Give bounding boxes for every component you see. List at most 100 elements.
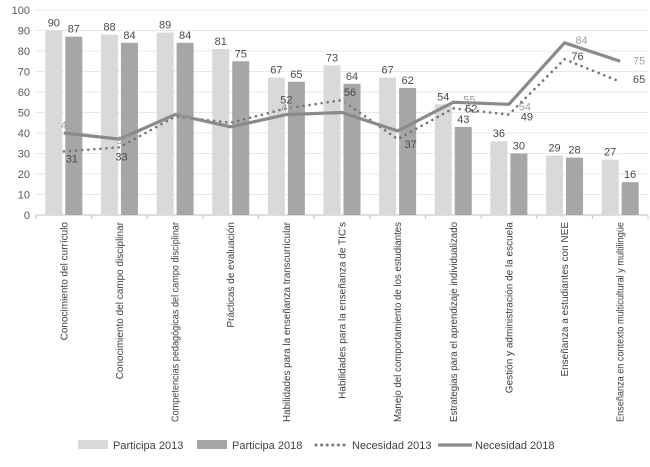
line-value-label: 52: [465, 103, 477, 115]
bar: [379, 77, 397, 216]
bar: [267, 77, 285, 216]
line-value-label: 49: [281, 103, 293, 115]
line-value-label: 84: [575, 35, 587, 47]
bar-value-label: 73: [326, 52, 338, 64]
legend-item: Participa 2018: [197, 440, 302, 452]
bar-value-label: 16: [624, 169, 636, 181]
bar: [212, 48, 230, 216]
line-value-label: 41: [405, 126, 417, 138]
legend-swatch-dot: [336, 443, 340, 447]
line-value-label: 49: [521, 112, 533, 124]
y-tick-label: 90: [18, 26, 30, 38]
category-label: Conocimiento del campo disciplinar: [115, 221, 126, 379]
bar: [100, 34, 118, 215]
y-tick-label: 100: [12, 5, 30, 17]
bar-value-label: 62: [402, 75, 414, 87]
bar: [232, 61, 250, 215]
legend-swatch-dot: [342, 443, 346, 447]
bar-value-label: 90: [48, 18, 60, 30]
line-value-label: 43: [235, 126, 247, 138]
category-label: Enseñanza en contexto multicultural y mu…: [616, 222, 627, 422]
bar-value-label: 65: [290, 69, 302, 81]
legend-label: Necesidad 2013: [352, 440, 432, 452]
category-label: Habilidades para la enseñanza de TIC's: [338, 222, 349, 399]
category-label: Prácticas de evaluación: [226, 222, 237, 328]
bar: [546, 155, 564, 215]
line-value-label: 55: [463, 94, 475, 106]
line-value-label: 65: [633, 74, 645, 86]
bar-value-label: 84: [179, 30, 191, 42]
y-tick-label: 70: [18, 67, 30, 79]
legend-swatch: [78, 440, 108, 449]
y-tick-label: 80: [18, 46, 30, 58]
bar-value-label: 75: [235, 48, 247, 60]
y-tick-label: 20: [18, 169, 30, 181]
legend-swatch-dot: [314, 443, 318, 447]
bar-value-label: 54: [437, 91, 449, 103]
category-label: Habilidades para la enseñanza transcurri…: [282, 221, 293, 422]
bar: [120, 42, 138, 215]
category-label: Competencias pedagógicas del campo disci…: [171, 221, 182, 422]
line-necesidad-2018: [63, 41, 621, 141]
y-tick-label: 30: [18, 149, 30, 161]
line-value-label: 37: [116, 135, 128, 147]
bar-value-label: 88: [103, 22, 115, 34]
bar: [566, 157, 584, 215]
line-value-label: 75: [633, 55, 645, 67]
bar: [156, 32, 174, 215]
legend-label: Participa 2018: [232, 440, 302, 452]
legend-swatch-dot: [325, 443, 329, 447]
legend-item: Participa 2013: [78, 440, 183, 452]
y-tick-label: 0: [24, 210, 30, 222]
legend-item: Necesidad 2013: [314, 440, 432, 452]
bar: [176, 42, 194, 215]
category-label: Enseñanza a estudiantes con NEE: [560, 222, 571, 377]
bar-value-label: 28: [568, 145, 580, 157]
bar-value-label: 67: [270, 65, 282, 77]
bar-value-label: 89: [159, 20, 171, 32]
legend-label: Participa 2013: [113, 440, 183, 452]
y-tick-label: 50: [18, 108, 30, 120]
line-value-label: 37: [405, 139, 417, 151]
line-value-label: 31: [66, 153, 78, 165]
bar-value-label: 29: [548, 143, 560, 155]
y-tick-label: 60: [18, 87, 30, 99]
legend-swatch-dot: [331, 443, 335, 447]
y-tick-label: 40: [18, 128, 30, 140]
bar: [399, 87, 417, 215]
category-label: Gestión y administración de la escuela: [504, 222, 515, 394]
bar-value-label: 84: [123, 30, 135, 42]
bar: [510, 153, 528, 215]
category-label: Estrategias para el aprendizaje individu…: [449, 222, 460, 422]
bar-value-label: 43: [457, 114, 469, 126]
line-value-label: 40: [61, 120, 73, 132]
y-tick-label: 10: [18, 190, 30, 202]
category-label: Manejo del comportamiento de los estudia…: [393, 222, 404, 422]
bar-value-label: 27: [604, 147, 616, 159]
line-necesidad-2013: [62, 57, 622, 153]
bar: [490, 141, 508, 215]
category-label: Conocimiento del currículo: [59, 222, 70, 341]
bar: [434, 104, 452, 215]
line-value-label: 33: [115, 151, 127, 163]
bar-value-label: 36: [493, 128, 505, 140]
line-value-label: 49: [178, 113, 190, 125]
bar-value-label: 87: [68, 24, 80, 36]
line-value-label: 56: [344, 87, 356, 99]
legend-label: Necesidad 2018: [475, 440, 555, 452]
line-value-label: 54: [519, 101, 531, 113]
line-value-label: 50: [344, 99, 356, 111]
line-value-label: 76: [571, 51, 583, 63]
bar-value-label: 81: [215, 36, 227, 48]
bar-value-label: 67: [382, 65, 394, 77]
bar: [65, 36, 83, 216]
legend-swatch-dot: [320, 443, 324, 447]
bar-value-label: 30: [513, 141, 525, 153]
bar-value-label: 64: [346, 71, 358, 83]
bar: [323, 65, 341, 215]
bar: [45, 30, 63, 215]
legend-swatch: [197, 440, 227, 449]
bar: [621, 182, 639, 215]
line-value-label: 52: [280, 94, 292, 106]
